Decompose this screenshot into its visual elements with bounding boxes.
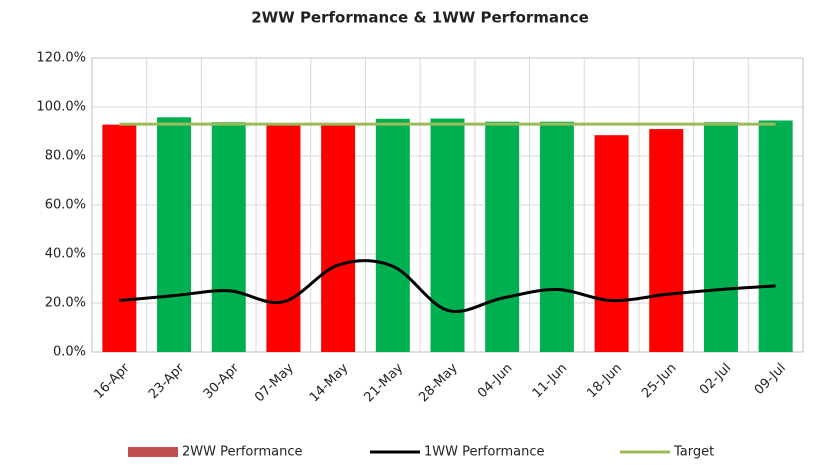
x-tick-label: 09-Jul bbox=[752, 361, 789, 398]
legend-label: 1WW Performance bbox=[424, 445, 545, 460]
bar bbox=[649, 129, 684, 352]
bar bbox=[375, 118, 410, 352]
line bbox=[119, 259, 776, 313]
x-tick-label: 14-May bbox=[307, 360, 352, 405]
y-tick-label: 100.0% bbox=[36, 100, 86, 115]
y-tick-label: 60.0% bbox=[45, 198, 86, 213]
x-tick-label: 18-Jun bbox=[584, 361, 625, 402]
x-tick-label: 25-Jun bbox=[639, 361, 680, 402]
y-tick-label: 120.0% bbox=[36, 51, 86, 66]
y-tick-label: 40.0% bbox=[45, 247, 86, 262]
bar bbox=[321, 124, 356, 352]
bar bbox=[211, 122, 246, 352]
legend-swatch bbox=[128, 447, 178, 457]
x-tick-label: 21-May bbox=[361, 360, 406, 405]
y-tick-label: 80.0% bbox=[45, 149, 86, 164]
chart-title: 2WW Performance & 1WW Performance bbox=[251, 9, 589, 27]
bar bbox=[539, 121, 574, 352]
bar bbox=[758, 120, 793, 352]
y-tick-label: 20.0% bbox=[45, 296, 86, 311]
y-tick-label: 0.0% bbox=[53, 345, 86, 360]
legend-label: Target bbox=[673, 445, 714, 460]
x-tick-label: 30-Apr bbox=[201, 360, 243, 402]
bar bbox=[157, 117, 192, 352]
x-tick-label: 23-Apr bbox=[146, 360, 188, 402]
bar bbox=[266, 124, 301, 352]
x-tick-label: 02-Jul bbox=[697, 361, 734, 398]
bar bbox=[703, 122, 738, 352]
x-tick-label: 28-May bbox=[416, 360, 461, 405]
bar bbox=[102, 124, 137, 352]
bar bbox=[485, 121, 520, 352]
x-tick-label: 04-Jun bbox=[475, 361, 516, 402]
bar bbox=[430, 118, 465, 352]
legend-label: 2WW Performance bbox=[182, 445, 303, 460]
bar bbox=[594, 135, 629, 352]
x-tick-label: 07-May bbox=[252, 360, 297, 405]
x-tick-label: 11-Jun bbox=[530, 361, 571, 402]
x-tick-label: 16-Apr bbox=[91, 360, 133, 402]
